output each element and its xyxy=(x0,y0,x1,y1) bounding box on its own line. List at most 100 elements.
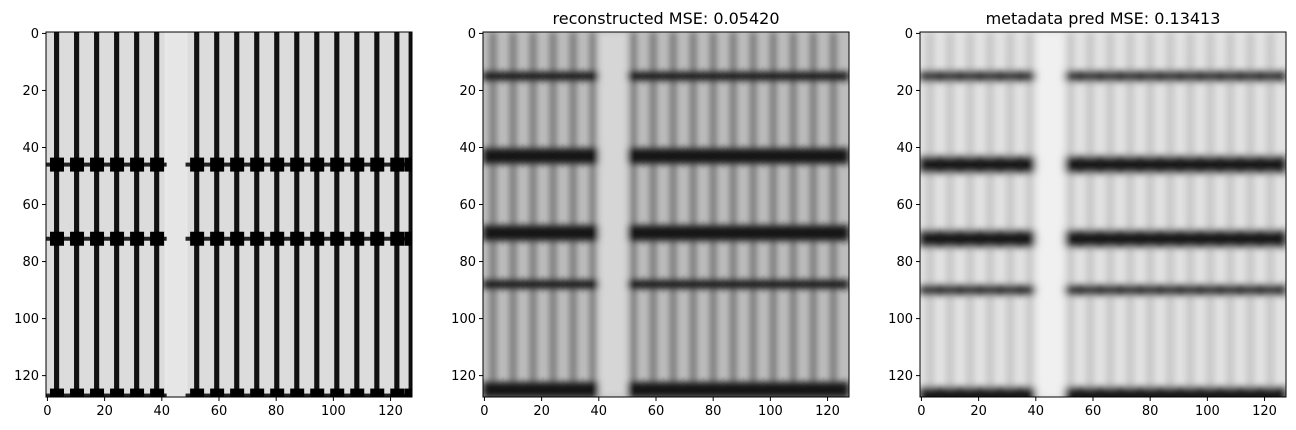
dot-mark xyxy=(210,388,225,397)
dot-mark xyxy=(370,388,385,397)
vertical-stripe xyxy=(590,32,597,397)
vertical-line xyxy=(354,32,360,397)
dot-mark xyxy=(350,231,365,246)
horizontal-line xyxy=(46,236,412,241)
y-tick-label: 120 xyxy=(888,369,913,384)
dot-mark xyxy=(390,388,405,397)
vertical-stripe xyxy=(967,32,974,397)
dark-band xyxy=(920,156,1036,173)
panel-title: metadata pred MSE: 0.13413 xyxy=(986,9,1221,28)
dot-mark xyxy=(290,157,305,172)
dot-mark xyxy=(370,157,385,172)
dot-mark xyxy=(290,388,305,397)
y-tick-label: 60 xyxy=(22,198,39,213)
vertical-stripe xyxy=(1167,32,1174,397)
horizontal-line xyxy=(46,162,412,167)
vertical-stripe xyxy=(710,32,717,397)
dot-mark xyxy=(90,388,105,397)
y-tick-label: 100 xyxy=(14,312,39,327)
vertical-line xyxy=(54,32,60,397)
vertical-line xyxy=(94,32,100,397)
x-tick-label: 60 xyxy=(1085,404,1102,419)
y-tick-label: 80 xyxy=(896,255,913,270)
panel-metadata-pred: metadata pred MSE: 0.13413 0 20 40 60 80 100 1… xyxy=(888,9,1287,419)
vertical-stripe xyxy=(987,32,994,397)
vertical-stripe xyxy=(1227,32,1234,397)
dot-mark xyxy=(404,388,412,397)
y-tick-label: 0 xyxy=(468,27,476,42)
vertical-stripe xyxy=(650,32,657,397)
x-tick-label: 40 xyxy=(1028,404,1045,419)
panel-original: 0 20 40 60 80 100 120 0 20 40 60 80 100 120 xyxy=(14,27,413,419)
vertical-stripe xyxy=(670,32,677,397)
dot-mark xyxy=(310,157,325,172)
vertical-stripe xyxy=(750,32,757,397)
y-tick-label: 20 xyxy=(896,84,913,99)
x-tick-label: 20 xyxy=(96,404,113,419)
vertical-stripe xyxy=(790,32,797,397)
vertical-stripe xyxy=(550,32,557,397)
heatmap-reconstructed xyxy=(483,32,849,397)
dark-band xyxy=(627,381,849,397)
dark-band xyxy=(1064,71,1286,81)
dark-band xyxy=(920,387,1036,397)
heatmap-original xyxy=(46,32,412,397)
vertical-stripe xyxy=(1087,32,1094,397)
dot-mark xyxy=(250,388,265,397)
x-tick-label: 100 xyxy=(1195,404,1220,419)
vertical-stripe xyxy=(1007,32,1014,397)
vertical-line xyxy=(214,32,220,397)
gap-column xyxy=(166,32,186,397)
dot-mark xyxy=(330,231,345,246)
dot-mark xyxy=(330,157,345,172)
vertical-line xyxy=(114,32,120,397)
y-tick-label: 100 xyxy=(888,312,913,327)
y-tick-label: 100 xyxy=(451,312,476,327)
x-tick-label: 100 xyxy=(321,404,346,419)
dark-band xyxy=(483,279,599,289)
y-tick-label: 120 xyxy=(451,369,476,384)
dot-mark xyxy=(210,231,225,246)
x-tick-label: 120 xyxy=(815,404,840,419)
x-tick-label: 40 xyxy=(154,404,171,419)
dot-mark xyxy=(310,231,325,246)
dot-mark xyxy=(70,231,85,246)
vertical-stripe xyxy=(1187,32,1194,397)
vertical-stripe xyxy=(570,32,577,397)
vertical-line xyxy=(334,32,340,397)
vertical-line xyxy=(274,32,280,397)
gap-column xyxy=(598,32,628,397)
dot-mark xyxy=(50,231,65,246)
vertical-stripe xyxy=(1147,32,1154,397)
vertical-stripe xyxy=(1207,32,1214,397)
vertical-line xyxy=(74,32,80,397)
x-tick-label: 20 xyxy=(533,404,550,419)
dot-mark xyxy=(390,231,405,246)
y-tick-label: 0 xyxy=(905,27,913,42)
dot-mark xyxy=(190,157,205,172)
vertical-stripe xyxy=(1267,32,1274,397)
x-tick-label: 20 xyxy=(970,404,987,419)
vertical-line xyxy=(374,32,380,397)
vertical-stripe xyxy=(810,32,817,397)
vertical-stripe xyxy=(1247,32,1254,397)
x-tick-label: 100 xyxy=(758,404,783,419)
dark-band xyxy=(1064,230,1286,247)
vertical-stripe xyxy=(1027,32,1034,397)
vertical-stripe xyxy=(770,32,777,397)
vertical-stripe xyxy=(490,32,497,397)
dark-band xyxy=(627,225,849,242)
dot-mark xyxy=(330,388,345,397)
vertical-stripe xyxy=(1127,32,1134,397)
dot-mark xyxy=(250,157,265,172)
dot-mark xyxy=(110,388,125,397)
dot-mark xyxy=(350,157,365,172)
dot-mark xyxy=(230,388,245,397)
dot-mark xyxy=(90,231,105,246)
dark-band xyxy=(483,225,599,242)
vertical-stripe xyxy=(927,32,934,397)
vertical-line xyxy=(394,32,400,397)
x-tick-label: 0 xyxy=(480,404,488,419)
axes-frame xyxy=(482,31,850,398)
